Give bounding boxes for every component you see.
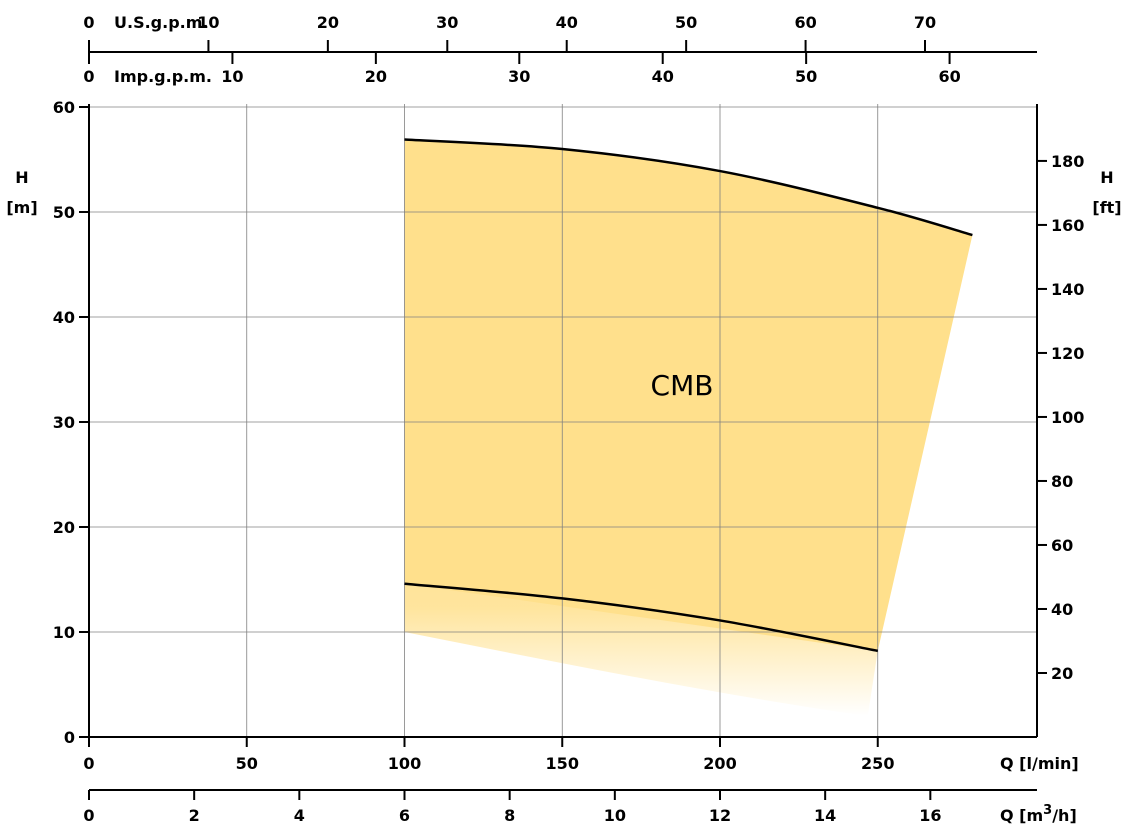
x-primary-tick-label-50: 50 xyxy=(236,754,258,773)
grid-layer xyxy=(89,104,1037,737)
x-usgpm-tick-label-50: 50 xyxy=(675,13,697,32)
y-right-tick-label-180: 180 xyxy=(1051,152,1084,171)
y-right-tick-label-60: 60 xyxy=(1051,536,1073,555)
y-left-tick-label-50: 50 xyxy=(53,203,75,222)
x-usgpm-tick-label-60: 60 xyxy=(794,13,816,32)
x-m3h-tick-label-2: 2 xyxy=(189,806,200,825)
x-m3h-tick-label-4: 4 xyxy=(294,806,305,825)
y-right-label-unit: [ft] xyxy=(1092,198,1121,217)
x-primary-unit-label: Q [l/min] xyxy=(1000,754,1079,773)
y-left-tick-label-20: 20 xyxy=(53,518,75,537)
x-m3h-tick-label-16: 16 xyxy=(919,806,941,825)
curve-layer xyxy=(404,138,973,653)
x-impgpm-unit-label: Imp.g.p.m. xyxy=(114,67,212,86)
x-usgpm-tick-label-30: 30 xyxy=(436,13,458,32)
area-label: CMB xyxy=(651,369,714,402)
y-right-tick-label-160: 160 xyxy=(1051,216,1084,235)
x-impgpm-tick-label-40: 40 xyxy=(652,67,674,86)
x-m3h-tick-label-10: 10 xyxy=(604,806,626,825)
x-primary-tick-label-0: 0 xyxy=(83,754,94,773)
y-right-tick-label-40: 40 xyxy=(1051,600,1073,619)
y-right-tick-label-140: 140 xyxy=(1051,280,1084,299)
x-m3h-tick-label-14: 14 xyxy=(814,806,836,825)
performance-area-fade xyxy=(404,474,878,716)
x-impgpm-tick-label-50: 50 xyxy=(795,67,817,86)
x-usgpm-tick-label-10: 10 xyxy=(197,13,219,32)
x-m3h-unit-label: Q [m3/h] xyxy=(1000,803,1077,825)
x-usgpm-tick-label-70: 70 xyxy=(914,13,936,32)
x-usgpm-unit-label: U.S.g.p.m. xyxy=(114,13,208,32)
y-right-tick-label-120: 120 xyxy=(1051,344,1084,363)
y-left-tick-label-60: 60 xyxy=(53,98,75,117)
x-impgpm-tick-label-30: 30 xyxy=(508,67,530,86)
y-left-tick-label-40: 40 xyxy=(53,308,75,327)
x-m3h-unit-text: Q [m xyxy=(1000,806,1043,825)
y-right-tick-label-20: 20 xyxy=(1051,664,1073,683)
y-left-label-unit: [m] xyxy=(6,198,37,217)
x-impgpm-tick-label-10: 10 xyxy=(221,67,243,86)
x-m3h-tick-label-12: 12 xyxy=(709,806,731,825)
x-impgpm-tick-label-0: 0 xyxy=(83,67,94,86)
y-right-tick-label-100: 100 xyxy=(1051,408,1084,427)
y-right-label-h: H xyxy=(1100,168,1113,187)
min-head-curve xyxy=(404,582,878,653)
performance-area-layer xyxy=(404,139,973,716)
x-primary-tick-label-150: 150 xyxy=(546,754,579,773)
x-usgpm-tick-label-40: 40 xyxy=(556,13,578,32)
x-impgpm-tick-label-60: 60 xyxy=(938,67,960,86)
x-m3h-unit-sup: 3 xyxy=(1043,803,1052,818)
x-m3h-unit-end: /h] xyxy=(1052,806,1077,825)
y-left-label-h: H xyxy=(15,168,28,187)
x-primary-tick-label-250: 250 xyxy=(861,754,894,773)
x-usgpm-tick-label-20: 20 xyxy=(317,13,339,32)
x-m3h-tick-label-8: 8 xyxy=(504,806,515,825)
x-primary-tick-label-200: 200 xyxy=(703,754,736,773)
x-usgpm-tick-label-0: 0 xyxy=(83,13,94,32)
y-left-tick-label-30: 30 xyxy=(53,413,75,432)
y-left-tick-label-0: 0 xyxy=(64,728,75,747)
x-m3h-tick-label-6: 6 xyxy=(399,806,410,825)
x-impgpm-tick-label-20: 20 xyxy=(365,67,387,86)
y-left-tick-label-10: 10 xyxy=(53,623,75,642)
y-right-tick-label-80: 80 xyxy=(1051,472,1073,491)
x-primary-tick-label-100: 100 xyxy=(388,754,421,773)
max-head-curve xyxy=(404,138,973,237)
x-m3h-tick-label-0: 0 xyxy=(83,806,94,825)
